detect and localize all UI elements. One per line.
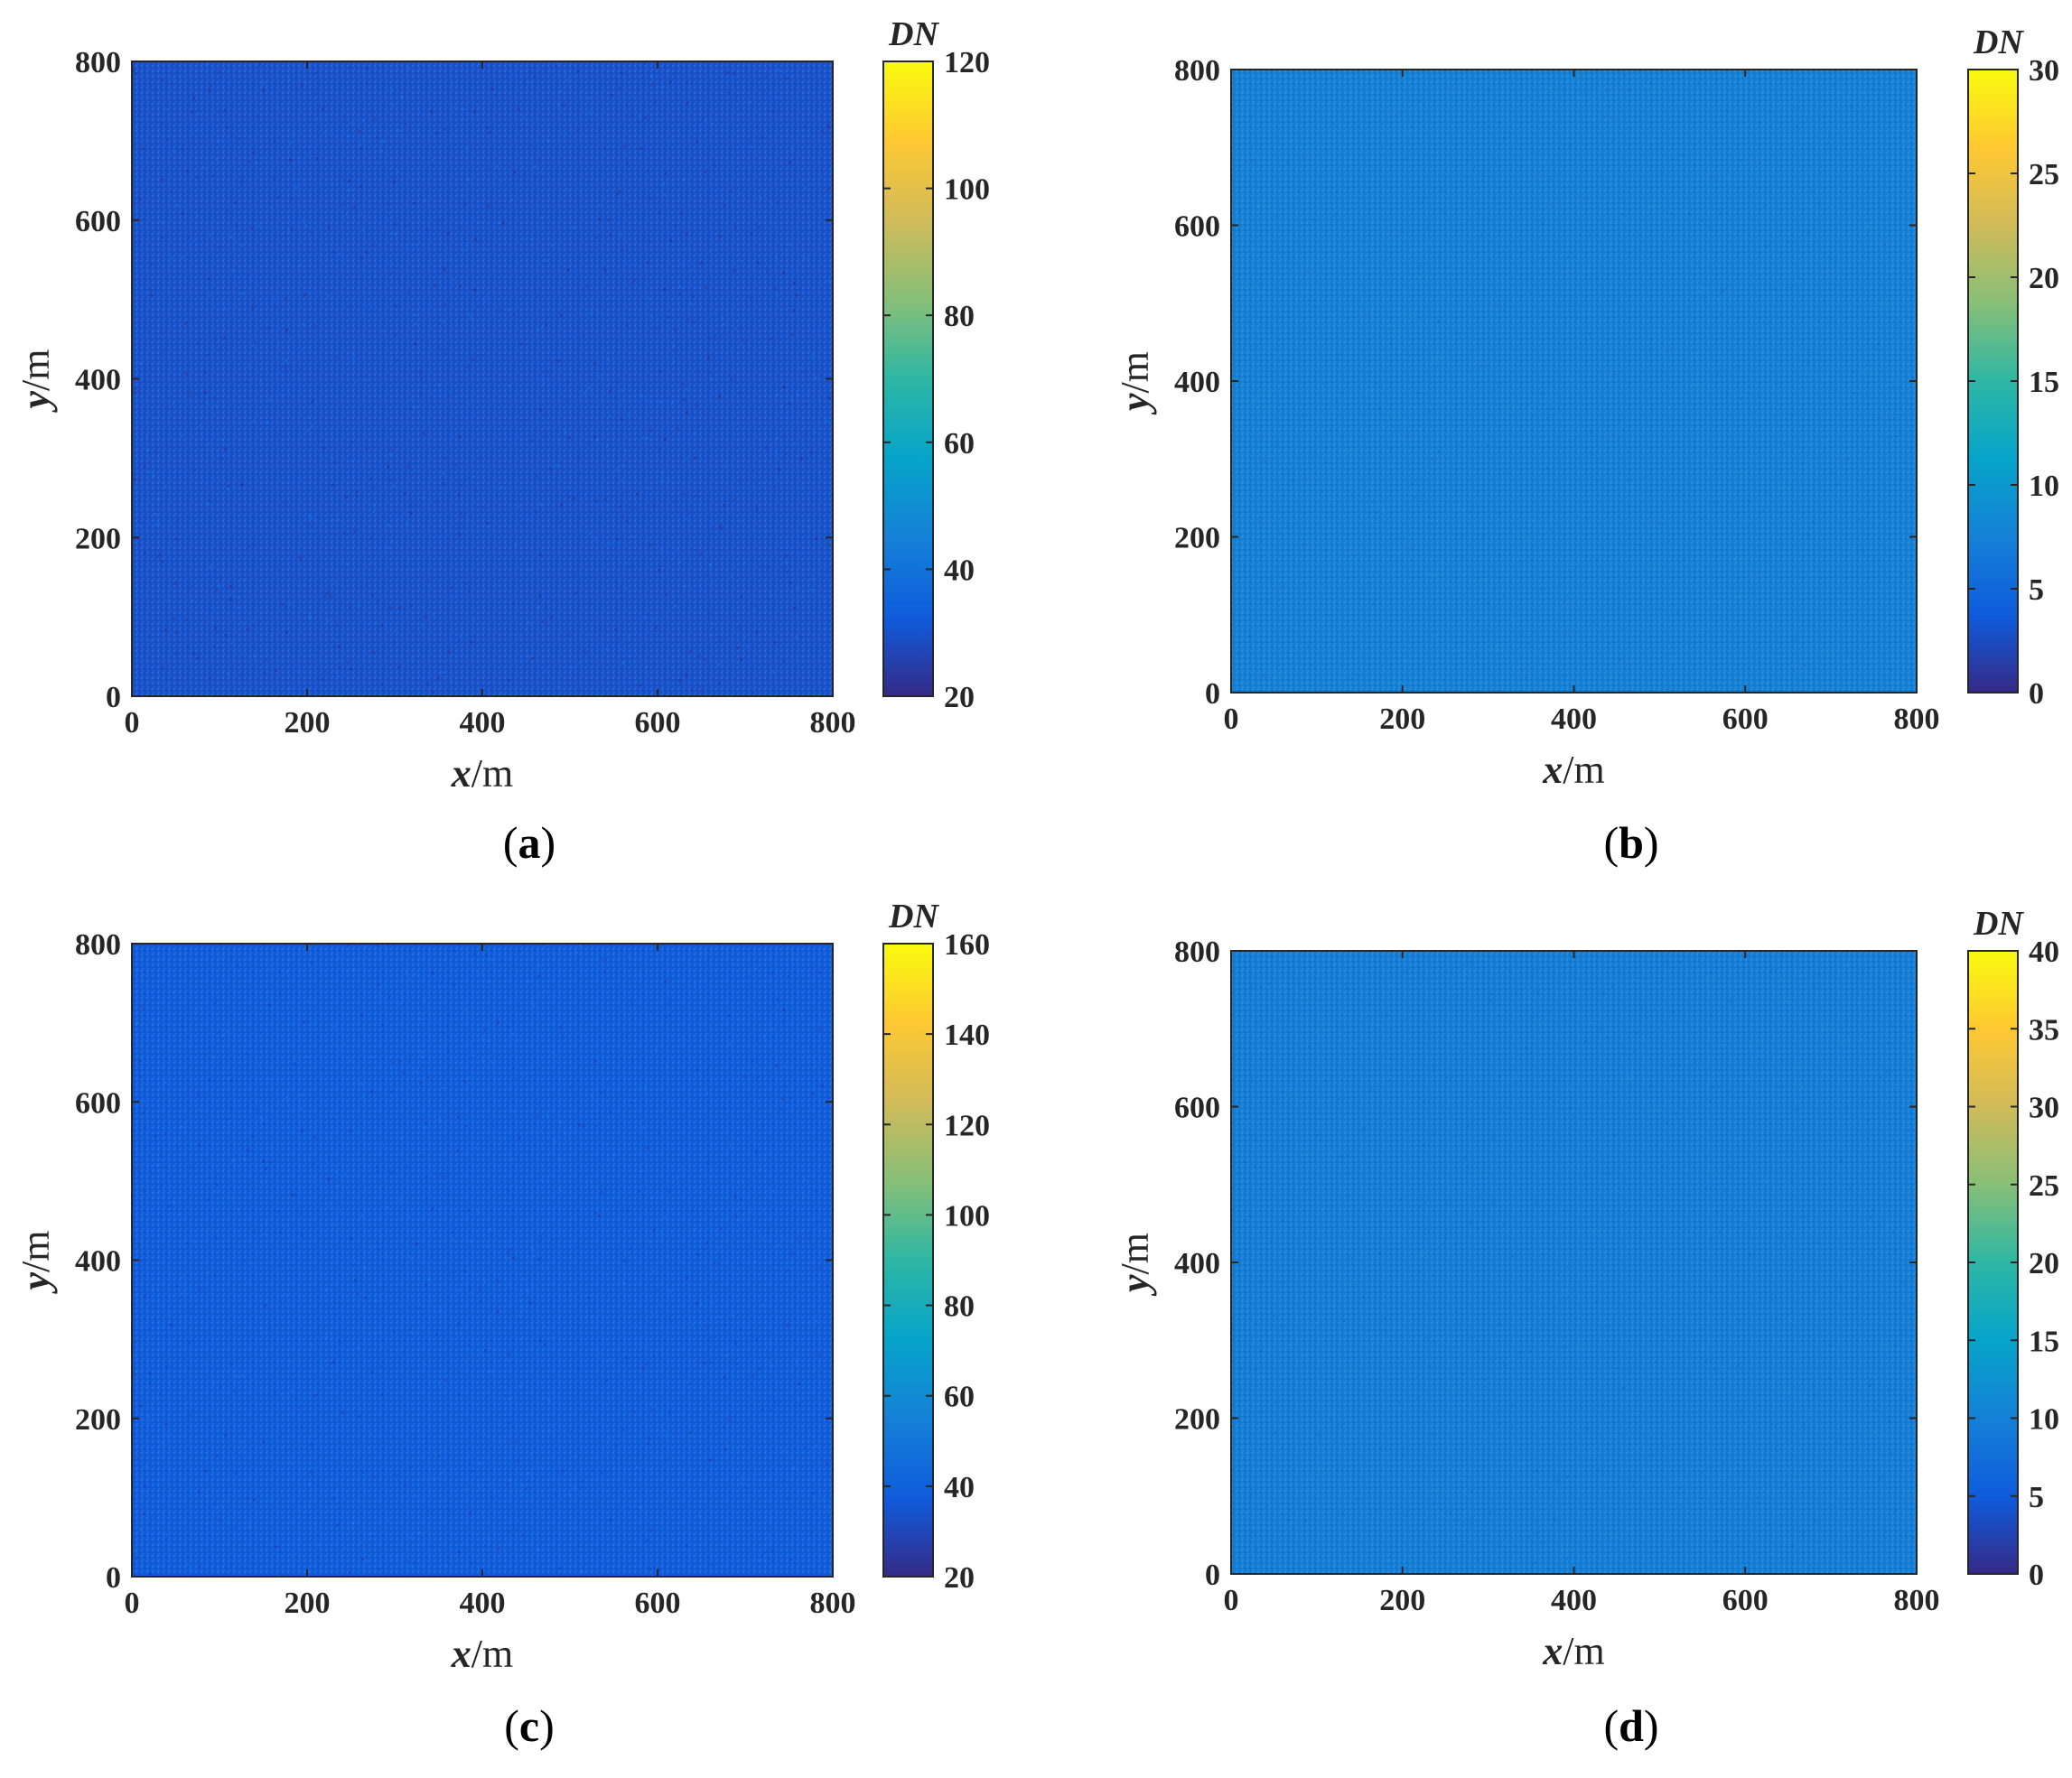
y-tick-label: 200 — [1174, 522, 1220, 555]
x-tick-label: 0 — [1224, 703, 1239, 736]
y-tick-label: 200 — [75, 522, 121, 555]
y-tick-label: 400 — [75, 364, 121, 397]
x-tick-label: 400 — [460, 706, 506, 740]
colorbar — [1967, 69, 2019, 694]
colorbar-tick-label: 80 — [944, 300, 975, 333]
x-axis-label-var: x — [451, 1632, 471, 1676]
y-tick-label: 800 — [75, 46, 121, 79]
x-tick-label: 200 — [285, 706, 331, 740]
colorbar-tick-label: 40 — [944, 554, 975, 587]
x-axis-label-unit: /m — [1563, 748, 1604, 792]
y-tick-label: 600 — [75, 205, 121, 238]
heatmap-texture — [1231, 70, 1917, 693]
y-tick-label: 0 — [106, 1561, 121, 1595]
panel-label-letter: c — [519, 1700, 539, 1751]
y-axis-label-unit: /m — [14, 349, 58, 391]
colorbar-tick-label: 120 — [944, 1109, 990, 1142]
heatmap-texture — [132, 61, 833, 696]
y-tick-label: 400 — [1174, 366, 1220, 399]
y-axis-label: y/m — [14, 349, 58, 414]
panel-d: 0 200 400 600 8000200400600800x/my/m05101520… — [1113, 905, 2059, 1751]
colorbar-tick-label: 100 — [944, 173, 990, 207]
colorbar-tick-label: 40 — [944, 1471, 975, 1504]
y-tick-label: 600 — [1174, 210, 1220, 244]
colorbar — [882, 61, 934, 697]
y-axis-label-var: y — [1113, 393, 1157, 415]
x-tick-label: 0 — [125, 706, 140, 740]
y-tick-label: 600 — [75, 1086, 121, 1120]
x-axis-label: x/m — [451, 1632, 513, 1676]
y-axis-label: y/m — [14, 1231, 58, 1295]
x-axis-label: x/m — [1542, 748, 1604, 792]
panel-a: 0 200 400 600 8000200400600800x/my/m20406080… — [14, 15, 990, 868]
panel-label: (c) — [504, 1700, 555, 1751]
y-tick-label: 800 — [75, 928, 121, 962]
y-tick-label: 400 — [75, 1245, 121, 1279]
colorbar-tick-label: 20 — [944, 1561, 975, 1595]
colorbar-tick-label: 0 — [2029, 677, 2044, 711]
panel-label: (b) — [1603, 817, 1658, 868]
y-tick-label: 0 — [106, 681, 121, 714]
colorbar-tick-label: 160 — [944, 928, 990, 962]
x-axis-label-unit: /m — [471, 1632, 513, 1676]
colorbar-tick-label: 60 — [944, 1381, 975, 1414]
colorbar-tick-label: 120 — [944, 46, 990, 79]
panel-label: (a) — [503, 817, 555, 868]
colorbar-tick-label: 20 — [944, 681, 975, 714]
colorbar-tick-label: 140 — [944, 1019, 990, 1052]
x-tick-label: 800 — [810, 1587, 856, 1620]
x-tick-label: 800 — [810, 706, 856, 740]
y-tick-label: 0 — [1205, 677, 1220, 711]
x-tick-label: 400 — [1551, 703, 1597, 736]
x-axis-label-unit: /m — [471, 751, 513, 796]
y-axis-label-unit: /m — [1113, 351, 1157, 393]
y-tick-label: 200 — [75, 1403, 121, 1437]
colorbar-tick-label: 30 — [2029, 54, 2059, 88]
x-tick-label: 600 — [1722, 703, 1769, 736]
x-tick-label: 0 — [125, 1587, 140, 1620]
colorbar-title: DN — [888, 898, 939, 936]
colorbar-tick-label: 60 — [944, 427, 975, 461]
colorbar-title: DN — [1973, 23, 2024, 61]
colorbar-tick-label: 25 — [2029, 158, 2059, 191]
y-tick-label: 800 — [1174, 54, 1220, 88]
y-axis-label: y/m — [1113, 351, 1157, 415]
panel-label-letter: a — [518, 817, 541, 868]
x-axis-label: x/m — [451, 751, 513, 796]
y-axis-label-unit: /m — [14, 1231, 58, 1272]
colorbar-tick-label: 100 — [944, 1199, 990, 1233]
x-tick-label: 200 — [285, 1587, 331, 1620]
y-axis-label-var: y — [14, 1271, 58, 1294]
panel-label-letter: b — [1619, 817, 1644, 868]
x-tick-label: 600 — [635, 706, 681, 740]
y-axis-label-var: y — [14, 390, 58, 413]
panel-b: 0 200 400 600 8000200400600800x/my/m05101520… — [1113, 23, 2059, 868]
x-tick-label: 400 — [460, 1587, 506, 1620]
panel-c: 0 200 400 600 8000200400600800x/my/m20406080… — [14, 898, 990, 1751]
x-tick-label: 800 — [1894, 703, 1940, 736]
x-tick-label: 200 — [1379, 703, 1425, 736]
heatmap-texture — [132, 944, 833, 1577]
colorbar-tick-label: 80 — [944, 1290, 975, 1324]
x-axis-label-var: x — [451, 751, 471, 796]
colorbar-tick-label: 5 — [2029, 573, 2044, 607]
colorbar-tick-label: 15 — [2029, 366, 2059, 399]
x-axis-label-var: x — [1542, 748, 1563, 792]
x-tick-label: 600 — [635, 1587, 681, 1620]
colorbar — [882, 943, 934, 1578]
colorbar-tick-label: 10 — [2029, 470, 2059, 503]
colorbar-title: DN — [888, 15, 939, 53]
colorbar-tick-label: 20 — [2029, 262, 2059, 295]
